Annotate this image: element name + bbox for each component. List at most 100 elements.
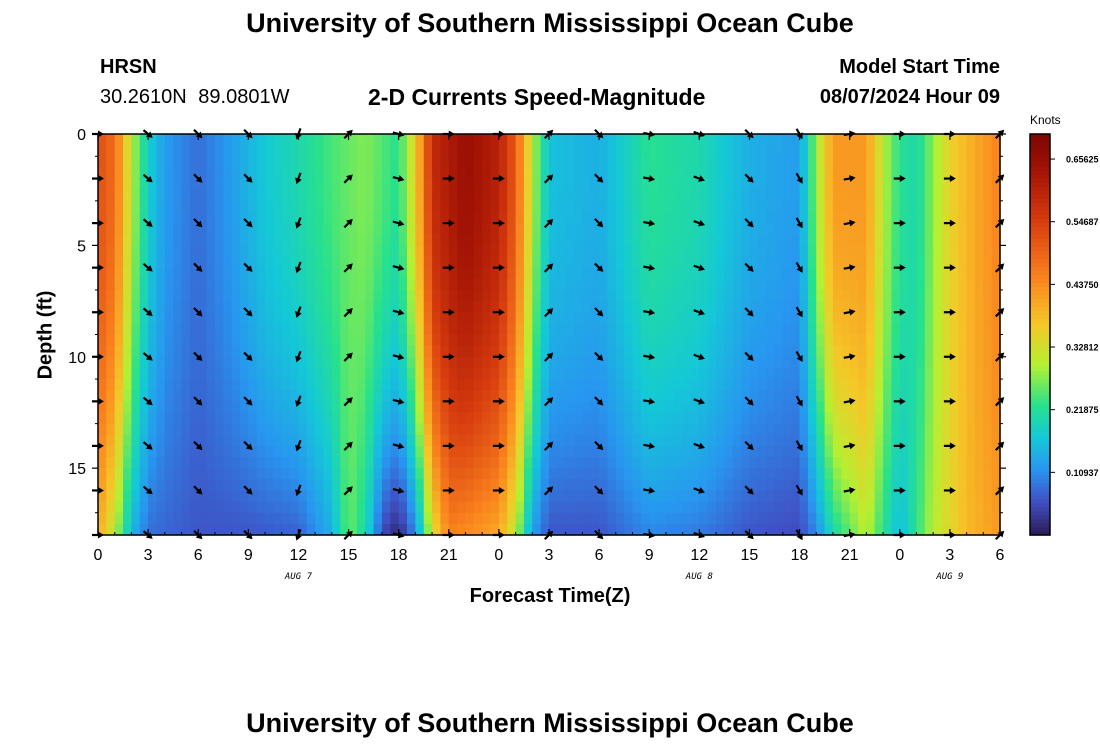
- heatmap-cell: [874, 289, 884, 302]
- vector-head: [195, 309, 203, 317]
- footer-title: University of Southern Mississippi Ocean…: [246, 708, 854, 738]
- heatmap-cell: [298, 323, 308, 336]
- heatmap-cell: [273, 289, 283, 302]
- heatmap-cell: [348, 512, 358, 525]
- heatmap-cell: [983, 434, 993, 447]
- heatmap-cell: [883, 457, 893, 469]
- heatmap-cell: [891, 423, 901, 436]
- heatmap-cell: [315, 234, 325, 246]
- heatmap-cell: [448, 156, 458, 169]
- current-vector: [594, 307, 604, 317]
- heatmap-cell: [248, 267, 258, 280]
- heatmap-cell: [373, 490, 383, 503]
- heatmap-cell: [565, 289, 575, 302]
- colorbar-segment: [1030, 210, 1050, 215]
- heatmap-cell: [766, 356, 776, 369]
- heatmap-cell: [331, 501, 341, 514]
- heatmap-cell: [415, 423, 425, 436]
- heatmap-cell: [515, 445, 525, 458]
- heatmap-cell: [348, 245, 358, 258]
- heatmap-cell: [607, 490, 617, 503]
- heatmap-cell: [265, 345, 274, 358]
- heatmap-cell: [365, 390, 375, 402]
- heatmap-cell: [365, 189, 375, 202]
- heatmap-cell: [415, 468, 425, 480]
- heatmap-cell: [248, 156, 258, 169]
- heatmap-cell: [607, 200, 617, 213]
- heatmap-cell: [766, 145, 776, 157]
- heatmap-cell: [139, 167, 149, 180]
- heatmap-cell: [181, 334, 191, 347]
- heatmap-cell: [181, 211, 191, 224]
- heatmap-cell: [423, 445, 433, 458]
- heatmap-cell: [298, 256, 308, 269]
- heatmap-cell: [448, 356, 458, 369]
- vector-head: [648, 486, 656, 494]
- heatmap-cell: [841, 356, 851, 369]
- heatmap-cell: [532, 211, 542, 224]
- heatmap-cell: [707, 490, 717, 503]
- heatmap-cell: [883, 423, 893, 436]
- heatmap-cell: [298, 167, 308, 180]
- heatmap-cell: [807, 312, 817, 324]
- heatmap-cell: [189, 412, 199, 425]
- heatmap-cell: [858, 479, 867, 492]
- heatmap-cell: [298, 289, 308, 302]
- heatmap-cell: [231, 256, 241, 269]
- heatmap-cell: [173, 401, 183, 414]
- vector-head: [245, 532, 253, 540]
- heatmap-cell: [532, 223, 542, 235]
- heatmap-cell: [690, 156, 700, 169]
- heatmap-cell: [849, 256, 859, 269]
- heatmap-cell: [123, 134, 133, 146]
- heatmap-cell: [640, 501, 650, 514]
- heatmap-cell: [799, 256, 809, 269]
- heatmap-cell: [933, 223, 943, 235]
- heatmap-cell: [849, 390, 859, 402]
- vector-head: [546, 530, 554, 538]
- heatmap-cell: [164, 412, 174, 425]
- heatmap-cell: [674, 434, 684, 447]
- heatmap-cell: [908, 345, 918, 358]
- heatmap-cell: [356, 245, 366, 258]
- vector-head: [899, 397, 906, 405]
- current-vector: [142, 307, 153, 317]
- heatmap-cell: [148, 334, 158, 347]
- heatmap-cell: [682, 178, 692, 191]
- heatmap-cell: [699, 301, 709, 313]
- heatmap-cell: [356, 412, 366, 425]
- heatmap-cell: [482, 345, 492, 358]
- x-tick-label: 6: [996, 547, 1005, 564]
- heatmap-cell: [832, 267, 842, 280]
- heatmap-cell: [682, 312, 692, 324]
- heatmap-cell: [248, 523, 258, 536]
- heatmap-cell: [674, 167, 684, 180]
- heatmap-cell: [674, 200, 684, 213]
- heatmap-cell: [774, 278, 784, 291]
- current-vector: [893, 264, 906, 272]
- heatmap-cell: [941, 457, 951, 469]
- heatmap-cell: [974, 245, 984, 258]
- heatmap-cell: [156, 267, 166, 280]
- heatmap-cell: [924, 445, 934, 458]
- heatmap-cell: [899, 134, 909, 146]
- heatmap-cell: [173, 468, 183, 480]
- heatmap-cell: [866, 334, 876, 347]
- heatmap-cell: [331, 145, 341, 157]
- colorbar-segment: [1030, 254, 1050, 259]
- heatmap-cell: [782, 278, 792, 291]
- heatmap-cell: [791, 234, 801, 246]
- heatmap-cell: [665, 245, 675, 258]
- vector-head: [245, 487, 253, 495]
- heatmap-cell: [398, 457, 408, 469]
- heatmap-cell: [891, 434, 901, 447]
- heatmap-cell: [315, 345, 325, 358]
- heatmap-cell: [98, 434, 107, 447]
- heatmap-cell: [782, 211, 792, 224]
- heatmap-cell: [381, 323, 391, 336]
- heatmap-cell: [198, 189, 208, 202]
- heatmap-cell: [766, 445, 776, 458]
- heatmap-cell: [908, 245, 918, 258]
- vector-head: [746, 398, 754, 406]
- heatmap-cell: [557, 301, 567, 313]
